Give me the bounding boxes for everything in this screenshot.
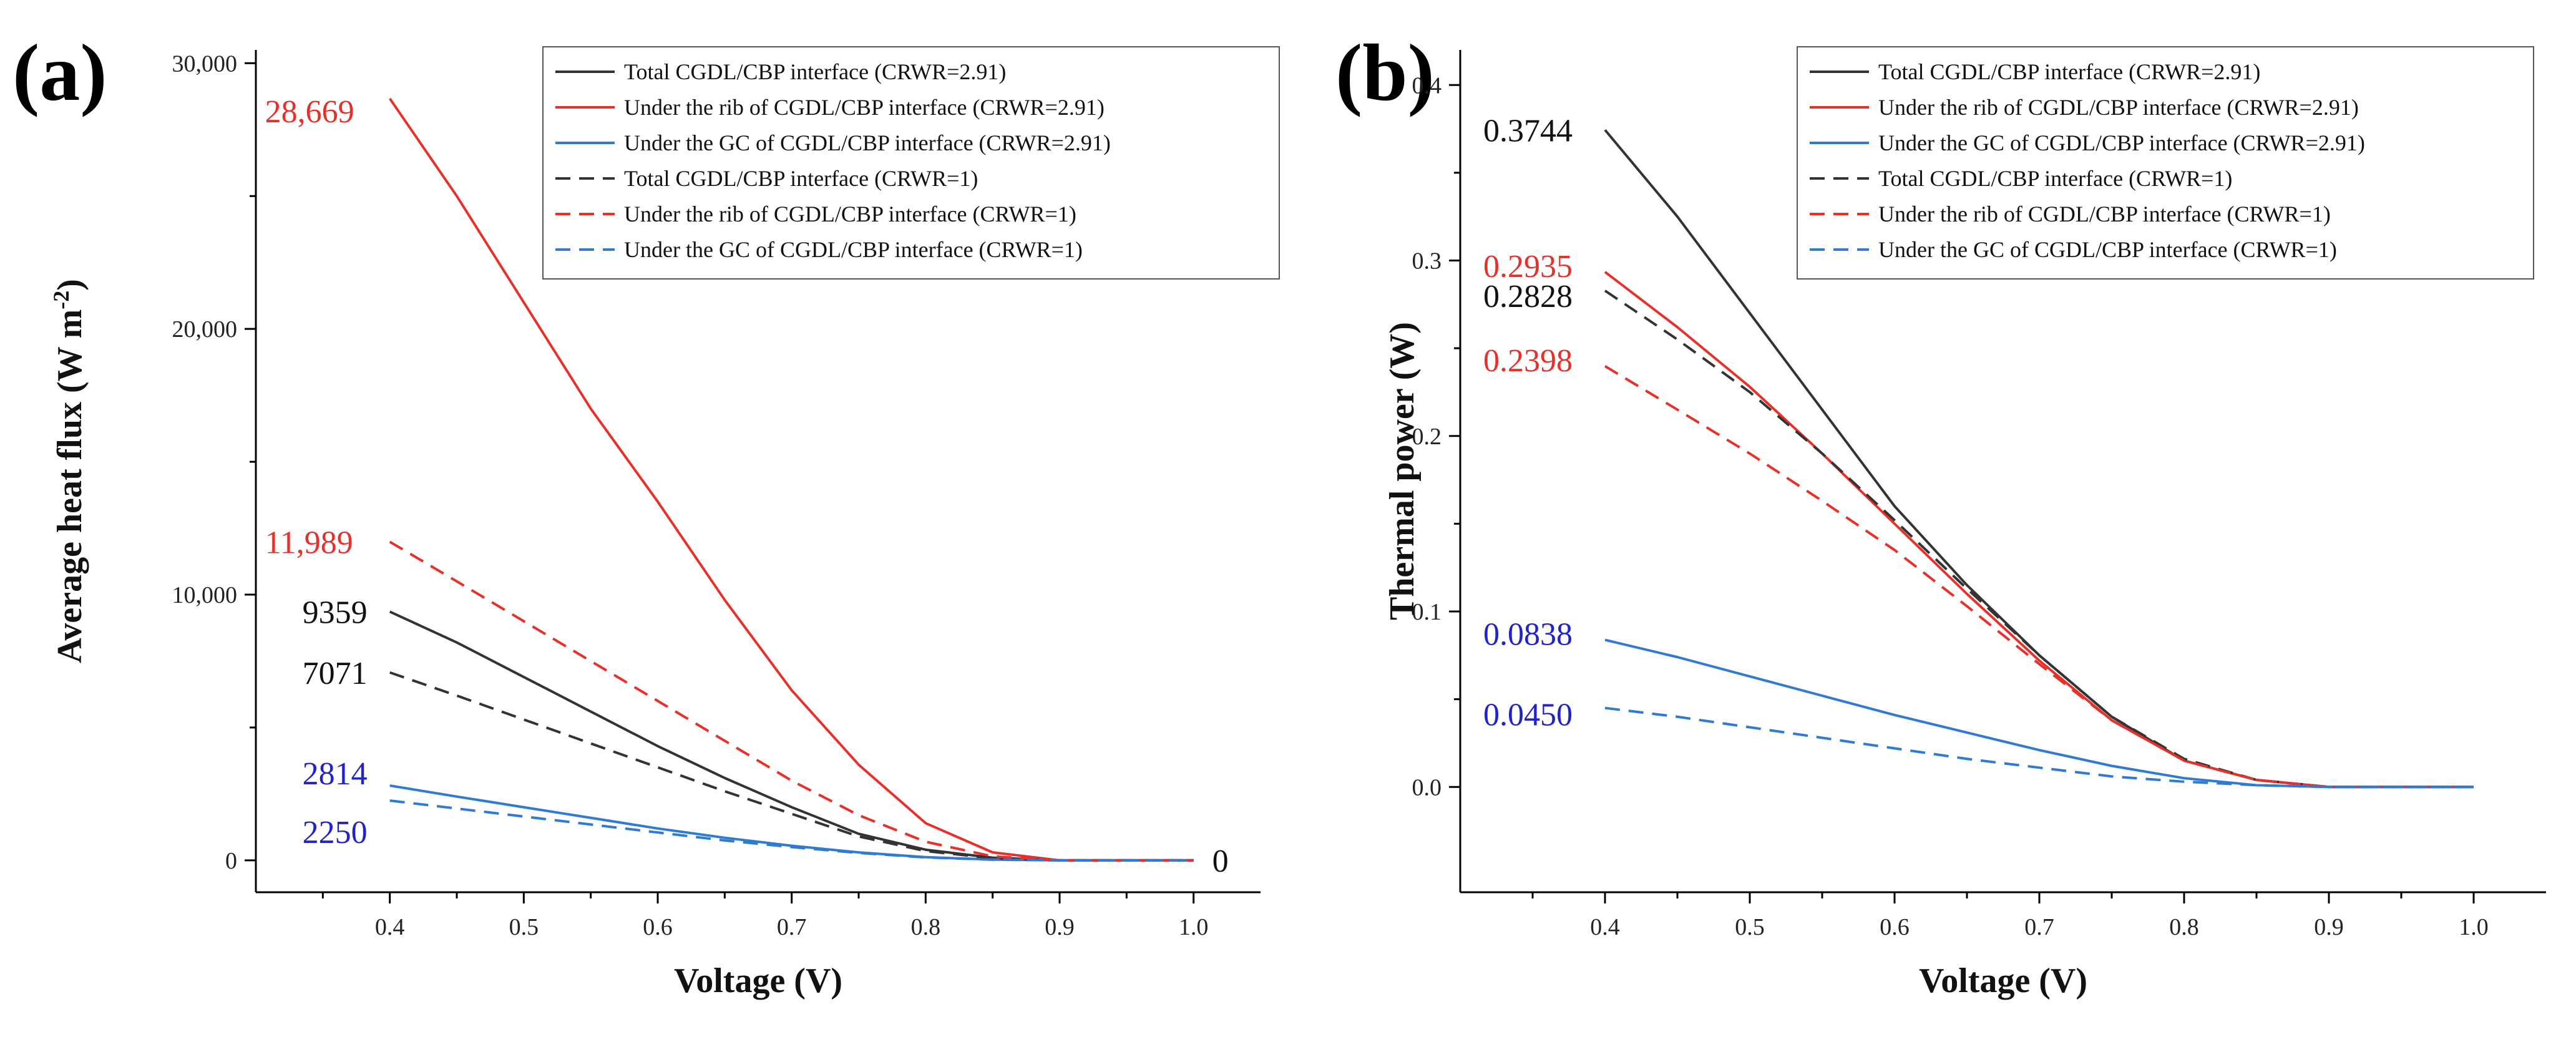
x-tick-label: 1.0 [1179,914,1209,940]
series-line-1 [1604,271,2474,789]
data-label: 2814 [303,756,368,792]
y-axis-title-main: Thermal power (W) [1383,322,1422,620]
legend: Total CGDL/CBP interface (CRWR=2.91) Unde… [542,46,1280,280]
y-tick-label: 0.3 [1412,248,1442,275]
x-tick-label: 0.5 [509,914,539,940]
x-tick-label: 0.9 [1045,914,1075,940]
series-line-3 [389,671,1194,862]
legend-entry: Under the rib of CGDL/CBP interface (CRW… [1878,202,2331,226]
x-tick-label: 1.0 [2459,914,2489,940]
legend: Total CGDL/CBP interface (CRWR=2.91) Unde… [1797,46,2534,280]
y-tick-label: 0.4 [1412,72,1442,99]
x-tick-label: 0.5 [1735,914,1765,940]
legend-box [1797,46,2534,280]
y-axis-title: Thermal power (W) [1383,322,1422,620]
legend-entry: Total CGDL/CBP interface (CRWR=1) [624,166,978,191]
x-tick-label: 0.4 [375,914,405,940]
x-tick-label: 0.9 [2314,914,2344,940]
series-line-2 [1604,638,2474,789]
legend-entry: Under the GC of CGDL/CBP interface (CRWR… [624,130,1111,155]
data-label: 0.2935 [1483,249,1573,285]
y-axis-title-main: Average heat flux (W m [51,309,89,663]
x-tick-label: 0.4 [1590,914,1620,940]
x-tick-label: 0.6 [643,914,673,940]
x-tick-label: 0.7 [777,914,807,940]
legend-entry: Under the rib of CGDL/CBP interface (CRW… [624,95,1105,120]
legend-entry: Total CGDL/CBP interface (CRWR=2.91) [624,59,1006,84]
series-line-4 [389,540,1194,862]
data-label: 0 [1212,844,1229,879]
x-axis-title: Voltage (V) [1919,962,2087,1000]
data-label: 0.0838 [1483,617,1573,653]
y-tick-label: 10,000 [172,582,238,608]
data-label: 2250 [303,815,368,850]
y-tick-label: 20,000 [172,316,238,343]
data-label: 0.2828 [1483,279,1573,314]
series-line-0 [389,610,1194,862]
x-axis-title: Voltage (V) [674,962,842,1000]
panel-a: (a) 0.4 0.5 0.6 0.7 0.8 0.9 1.0 0 10,000 20,000 30,… [12,28,1280,1000]
data-label: 0.0450 [1483,698,1573,733]
x-tick-label: 0.8 [2169,914,2199,940]
data-label: 11,989 [265,525,353,560]
legend-entry: Under the GC of CGDL/CBP interface (CRWR… [1878,237,2337,262]
series-line-5 [1604,706,2474,789]
legend-entry: Total CGDL/CBP interface (CRWR=2.91) [1878,59,2260,84]
y-axis-title-superscript: -2 [49,291,74,309]
data-label: 0.3744 [1483,113,1573,148]
data-label: 28,669 [265,94,354,130]
legend-entry: Under the GC of CGDL/CBP interface (CRWR… [1878,130,2365,155]
data-label: 9359 [303,595,368,630]
y-axis-title: Average heat flux (W m-2) [49,279,89,663]
y-axis-title-end: ) [51,279,89,291]
data-label: 7071 [303,656,368,691]
series-line-2 [389,784,1194,862]
panel-b: (b)0.4 0.5 0.6 0.7 0.8 0.9 1.00.00.10.20.30.4V… [1335,28,2546,1000]
x-tick-label: 0.8 [911,914,941,940]
x-tick-label: 0.7 [2024,914,2054,940]
legend-entry: Under the rib of CGDL/CBP interface (CRW… [624,202,1076,226]
data-label: 0.2398 [1483,343,1573,379]
panel-label: (a) [12,28,107,118]
legend-entry: Total CGDL/CBP interface (CRWR=1) [1878,166,2232,191]
series-line-4 [1604,365,2474,789]
y-tick-label: 30,000 [172,51,238,77]
legend-box [542,46,1280,280]
panel-label: (b) [1335,28,1435,118]
series-line-3 [1604,290,2474,789]
legend-entry: Under the rib of CGDL/CBP interface (CRW… [1878,95,2359,120]
y-tick-label: 0.0 [1412,774,1442,801]
series-line-5 [389,799,1194,862]
legend-entry: Under the GC of CGDL/CBP interface (CRWR… [624,237,1083,262]
y-tick-label: 0.1 [1412,599,1442,625]
y-tick-label: 0.2 [1412,424,1442,450]
x-tick-label: 0.6 [1880,914,1910,940]
y-tick-label: 0 [225,848,237,874]
